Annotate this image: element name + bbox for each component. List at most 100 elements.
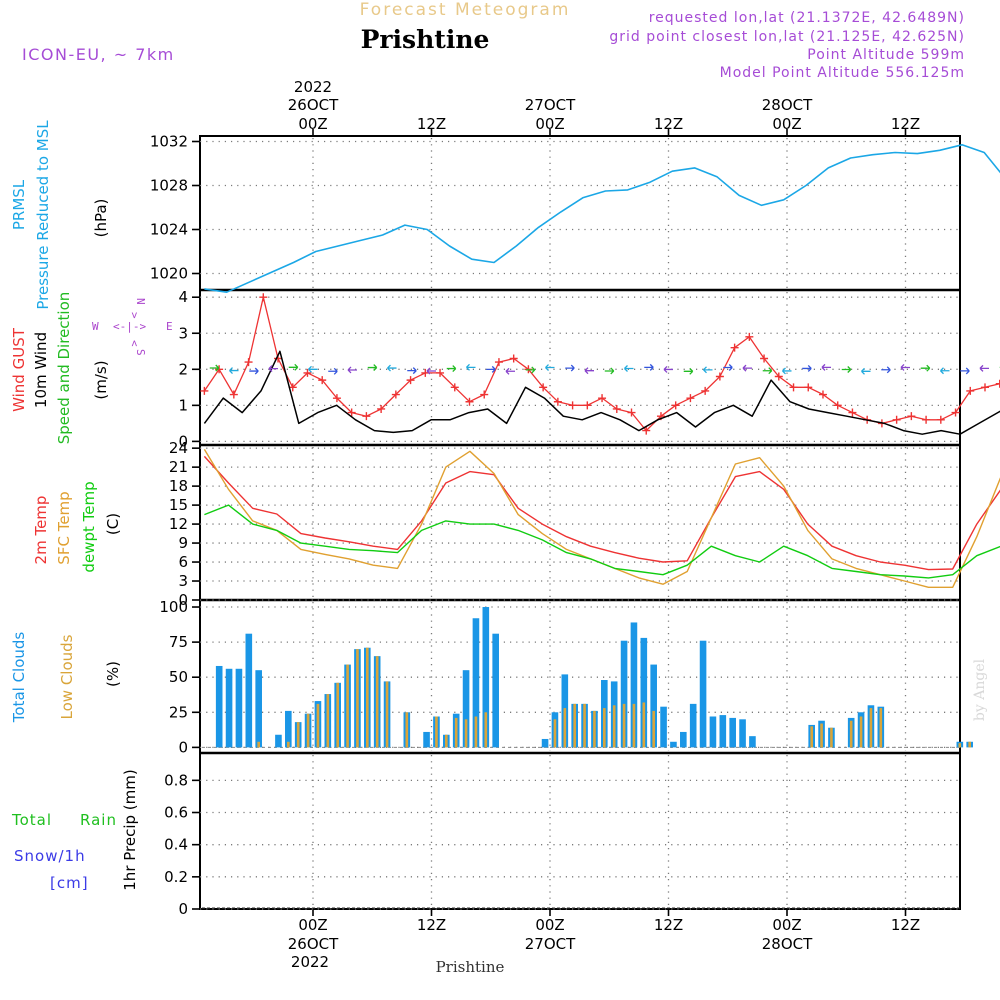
total-cloud-bar: [729, 717, 736, 748]
top-date-label: 26OCT: [288, 96, 339, 114]
wind-direction-arrow: [604, 367, 615, 375]
low-cloud-bar: [287, 741, 290, 748]
bottom-date-label: 27OCT: [525, 935, 576, 953]
wind-direction-arrow: [624, 365, 634, 372]
low-cloud-bar: [642, 702, 646, 748]
temp-labels: 2m Temp SFC Temp dewpt Temp (C): [32, 481, 122, 572]
wind-direction-arrow: [644, 363, 654, 371]
wind-direction-arrow: [565, 364, 575, 372]
low-cloud-bar: [583, 703, 586, 748]
wind-gust-marker: [848, 408, 857, 417]
wind-gust-marker: [553, 397, 562, 406]
clouds-ytick-label: 50: [169, 668, 188, 686]
total-cloud-bar: [492, 633, 499, 748]
temp-ytick-label: 21: [169, 458, 188, 476]
low-cloud-bar: [603, 708, 606, 748]
pressure-ytick-label: 1032: [150, 133, 188, 151]
wind-direction-arrow: [545, 364, 555, 371]
wind-direction-arrow: [861, 367, 871, 375]
total-clouds-label: Total Clouds: [10, 632, 28, 724]
total-cloud-bar: [640, 637, 648, 748]
low-cloud-bar: [849, 720, 853, 748]
bottom-hour-label: 00Z: [298, 916, 327, 934]
low-cloud-bar: [958, 743, 962, 748]
temp-dew-label: dewpt Temp: [80, 481, 98, 572]
point-altitude: Point Altitude 599m: [807, 47, 965, 63]
wind-gust-marker: [745, 332, 754, 341]
wind-gust-marker: [347, 408, 356, 417]
wind-ytick-label: 0: [178, 432, 188, 450]
model-label: ICON-EU, ~ 7km: [22, 45, 175, 64]
low-cloud-bar: [464, 719, 468, 748]
wind-gust-marker: [951, 408, 960, 417]
rain-label: Rain: [80, 811, 117, 829]
wind-gust-marker: [730, 343, 739, 352]
bottom-date-label: 26OCT: [288, 935, 339, 953]
wind-gust-marker: [922, 415, 931, 424]
grid-point-coords: grid point closest lon,lat (21.125E, 42.…: [609, 29, 965, 45]
wind-gust-marker: [642, 426, 651, 435]
total-cloud-bar: [630, 622, 638, 748]
wind-gust-marker: [568, 401, 577, 410]
clouds-ytick-label: 25: [169, 703, 188, 721]
wind-ytick-label: 2: [178, 360, 188, 378]
total-cloud-bar: [709, 716, 717, 748]
low-cloud-bar: [632, 703, 636, 748]
wind-direction-arrow: [426, 367, 436, 375]
precip-ytick-label: 0: [178, 900, 188, 918]
credit-watermark: by Angel: [972, 658, 988, 721]
low-cloud-bar: [296, 722, 300, 748]
precip-ytick-label: 0.8: [164, 771, 188, 789]
low-cloud-bar: [879, 708, 883, 748]
low-cloud-bar: [810, 726, 813, 748]
total-cloud-bar: [245, 633, 253, 748]
wind-direction-arrow: [328, 367, 338, 375]
low-cloud-bar: [454, 717, 458, 748]
wind-gust-marker: [671, 401, 680, 410]
wind-gust-marker: [774, 372, 783, 381]
top-hour-label: 00Z: [535, 115, 564, 133]
total-cloud-bar: [462, 670, 470, 748]
chart-title: Forecast Meteogram: [360, 0, 571, 20]
total-cloud-bar: [472, 618, 480, 748]
total-cloud-bar: [255, 670, 262, 748]
total-cloud-bar: [620, 640, 628, 748]
clouds-unit: (%): [104, 661, 122, 687]
panel-frames: [192, 129, 961, 916]
low-cloud-bar: [859, 716, 863, 748]
wind-unit: (m/s): [92, 360, 110, 399]
bottom-hour-label: 00Z: [535, 916, 564, 934]
wind-direction-arrow: [683, 367, 694, 375]
y-tick-labels: 1020102410281032012340369121518212402550…: [150, 133, 188, 919]
wind-direction-arrow: [742, 364, 752, 372]
wind-gust-marker: [583, 401, 592, 410]
temp-unit: (C): [104, 513, 122, 535]
low-cloud-bar: [316, 703, 320, 748]
wind-gust-label: Wind GUST: [10, 327, 28, 412]
grid-lines: [200, 138, 960, 910]
low-cloud-bar: [573, 703, 576, 748]
wind-direction-arrow: [821, 363, 831, 371]
wind-gust-marker: [318, 376, 327, 385]
low-cloud-bar: [306, 713, 310, 748]
wind-gust-marker: [715, 372, 724, 381]
wind-gust-marker: [627, 408, 636, 417]
bottom-date-label: 28OCT: [762, 935, 813, 953]
precip-ytick-label: 0.6: [164, 804, 188, 822]
wind-gust-marker: [995, 379, 1000, 388]
wind-gust-marker: [200, 386, 209, 395]
wind-gust-marker: [539, 383, 548, 392]
temp-2m-line: [203, 455, 1000, 571]
bottom-hour-label: 00Z: [772, 916, 801, 934]
low-cloud-bar: [652, 710, 655, 748]
total-cloud-bar: [689, 703, 697, 748]
low-cloud-bar: [484, 712, 488, 748]
low-cloud-bar: [563, 708, 567, 748]
svg-text:W: W: [92, 320, 99, 333]
prmsl-label: PRMSL: [10, 179, 28, 230]
wind-gust-marker: [303, 368, 312, 377]
snow-cm-label: [cm]: [50, 874, 89, 892]
low-cloud-bar: [366, 647, 369, 748]
wind-direction-arrow: [723, 364, 733, 371]
wind-direction-arrow: [446, 365, 457, 373]
